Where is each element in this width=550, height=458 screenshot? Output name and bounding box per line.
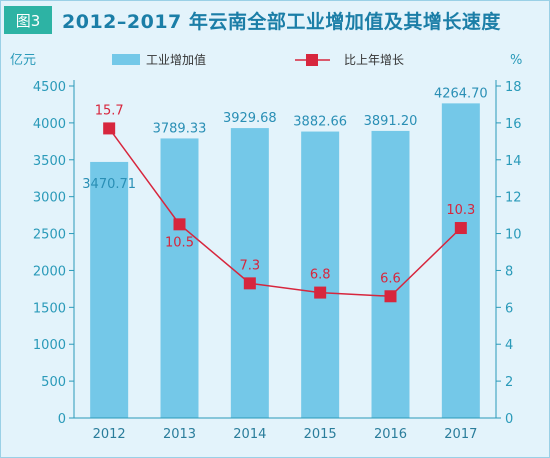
line-point: [243, 277, 256, 290]
legend-label-line: 比上年增长: [344, 53, 404, 67]
legend-swatch-bar: [112, 54, 140, 65]
right-tick-label: 2: [505, 375, 513, 390]
right-axis-unit: %: [510, 53, 522, 68]
legend: 工业增加值 比上年增长: [112, 52, 404, 67]
bar: [371, 130, 410, 419]
line-point: [454, 222, 467, 235]
x-tick-label: 2016: [374, 427, 407, 442]
chart-title: 2012–2017 年云南全部工业增加值及其增长速度: [62, 11, 501, 33]
right-tick-label: 14: [505, 154, 522, 169]
bar: [90, 161, 129, 419]
left-tick-label: 3500: [33, 154, 66, 169]
right-tick-label: 6: [505, 301, 513, 316]
left-tick-label: 1500: [33, 301, 66, 316]
x-tick-label: 2017: [444, 427, 477, 442]
bar: [441, 103, 480, 418]
x-tick-label: 2014: [233, 427, 266, 442]
line-value-label: 6.6: [380, 271, 401, 286]
legend-marker-symbol: [306, 54, 318, 66]
right-tick-label: 8: [505, 264, 513, 279]
bar-value-label: 4264.70: [434, 86, 488, 101]
right-tick-label: 16: [505, 117, 522, 132]
growth-line: [108, 127, 462, 298]
line-value-label: 10.3: [446, 203, 475, 218]
line-series: 15.7 10.5 7.3 6.8 6.6 10.3: [95, 103, 475, 303]
bar-series: 3470.71 3789.33 3929.68 3882.66 3891.20 4264.…: [82, 86, 488, 419]
bar-value-label: 3882.66: [293, 115, 347, 130]
bar: [160, 138, 199, 419]
x-axis: 2012 2013 2014 2015 2016 2017: [74, 417, 496, 442]
right-tick-label: 12: [505, 191, 522, 206]
bar-value-label: 3891.20: [364, 114, 418, 129]
left-tick-label: 2500: [33, 228, 66, 243]
x-tick-label: 2015: [304, 427, 337, 442]
left-tick-label: 3000: [33, 191, 66, 206]
line-value-label: 10.5: [165, 235, 194, 250]
line-value-label: 7.3: [239, 258, 260, 273]
line-point: [384, 290, 397, 303]
right-tick-label: 10: [505, 228, 522, 243]
left-tick-label: 0: [58, 412, 66, 427]
right-tick-label: 4: [505, 338, 513, 353]
bar-value-label: 3789.33: [153, 121, 207, 136]
figure-badge: 图3: [4, 6, 52, 34]
right-tick-label: 18: [505, 80, 522, 95]
bar: [301, 131, 340, 419]
line-point: [314, 286, 327, 299]
left-axis: 0 500 1000 1500 2000 2500 3000 3500 4000 4500: [33, 80, 75, 427]
left-tick-label: 2000: [33, 264, 66, 279]
x-tick-label: 2013: [163, 427, 196, 442]
left-tick-label: 4500: [33, 80, 66, 95]
x-tick-label: 2012: [93, 427, 126, 442]
bar-value-label: 3929.68: [223, 111, 277, 126]
left-tick-label: 4000: [33, 117, 66, 132]
right-axis: 0 2 4 6 8 10 12 14 16 18: [495, 80, 522, 427]
left-axis-unit: 亿元: [10, 53, 36, 68]
bar-value-label: 3470.71: [82, 177, 136, 192]
legend-label-bar: 工业增加值: [146, 52, 206, 67]
line-point: [173, 218, 186, 231]
line-value-label: 15.7: [95, 103, 124, 118]
line-value-label: 6.8: [310, 268, 331, 283]
line-point: [103, 122, 116, 135]
left-tick-label: 500: [41, 375, 66, 390]
right-tick-label: 0: [505, 412, 513, 427]
left-tick-label: 1000: [33, 338, 66, 353]
